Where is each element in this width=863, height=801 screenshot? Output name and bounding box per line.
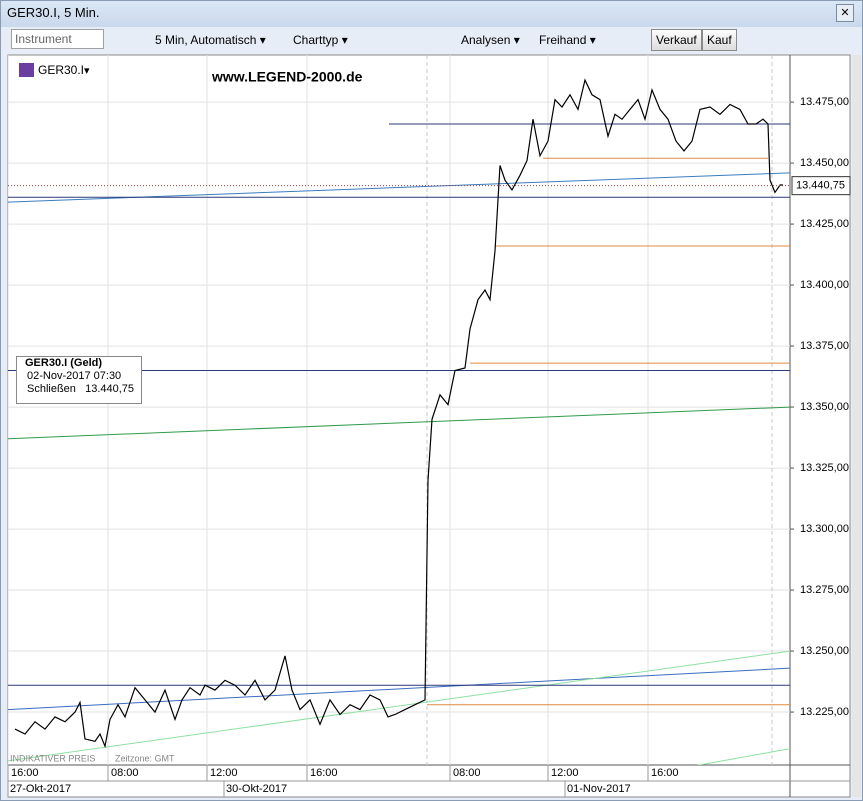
info-date: 02-Nov-2017 07:30 bbox=[27, 370, 122, 382]
analyses-label: Analysen bbox=[461, 33, 511, 47]
y-tick-label: 13.250,00 bbox=[800, 645, 849, 657]
x-tick-label: 16:00 bbox=[651, 767, 679, 779]
y-tick-label: 13.225,00 bbox=[800, 706, 849, 718]
watermark: www.LEGEND-2000.de bbox=[211, 69, 363, 85]
last-price-box bbox=[791, 176, 851, 196]
instrument-input[interactable]: Instrument bbox=[11, 29, 104, 49]
sell-button[interactable]: Verkauf bbox=[651, 29, 702, 51]
y-tick-label: 13.425,00 bbox=[800, 218, 849, 230]
toolbar: Instrument 5 Min, Automatisch ▾ Charttyp… bbox=[5, 28, 857, 52]
analyses-dropdown[interactable]: Analysen ▾ bbox=[461, 33, 520, 47]
y-tick-label: 13.350,00 bbox=[800, 401, 849, 413]
y-tick-label: 13.275,00 bbox=[800, 584, 849, 596]
y-tick-label: 13.300,00 bbox=[800, 523, 849, 535]
info-label: Schließen bbox=[27, 383, 76, 395]
date-tick-label: 01-Nov-2017 bbox=[567, 783, 631, 795]
y-tick-label: 13.450,00 bbox=[800, 157, 849, 169]
legend-entry: GER30.I bbox=[38, 63, 84, 77]
x-tick-label: 16:00 bbox=[310, 767, 338, 779]
freehand-dropdown[interactable]: Freihand ▾ bbox=[539, 33, 596, 47]
y-tick-label: 13.475,00 bbox=[800, 96, 849, 108]
interval-label: 5 Min, Automatisch bbox=[155, 33, 257, 47]
charttype-label: Charttyp bbox=[293, 33, 339, 47]
last-price-label: 13.440,75 bbox=[796, 180, 845, 192]
y-tick-label: 13.400,00 bbox=[800, 279, 849, 291]
price-line bbox=[14, 78, 783, 749]
close-button[interactable]: ✕ bbox=[836, 4, 854, 22]
interval-dropdown[interactable]: 5 Min, Automatisch ▾ bbox=[155, 33, 266, 47]
price-note: INDIKATIVER PREIS bbox=[10, 753, 95, 763]
freehand-label: Freihand bbox=[539, 33, 587, 47]
info-value: 13.440,75 bbox=[85, 383, 135, 395]
info-box: GER30.I (Geld) 02-Nov-2017 07:30 Schließ… bbox=[16, 356, 142, 404]
x-tick-label: 12:00 bbox=[210, 767, 238, 779]
timezone: Zeitzone: GMT bbox=[115, 753, 175, 763]
y-tick-label: 13.325,00 bbox=[800, 462, 849, 474]
info-title: GER30.I (Geld) bbox=[25, 357, 103, 369]
instrument-icon bbox=[19, 63, 34, 77]
x-tick-label: 08:00 bbox=[453, 767, 481, 779]
date-tick-label: 27-Okt-2017 bbox=[10, 783, 71, 795]
x-tick-label: 16:00 bbox=[11, 767, 39, 779]
charttype-dropdown[interactable]: Charttyp ▾ bbox=[293, 33, 348, 47]
trend-line bbox=[8, 650, 790, 762]
window-title: GER30.I, 5 Min. bbox=[7, 5, 100, 20]
x-tick-label: 12:00 bbox=[551, 767, 579, 779]
trend-line bbox=[696, 748, 790, 765]
scrollbar[interactable] bbox=[852, 55, 861, 797]
x-tick-label: 08:00 bbox=[111, 767, 139, 779]
chart-area bbox=[7, 54, 851, 798]
buy-button[interactable]: Kauf bbox=[702, 29, 737, 51]
trend-line bbox=[8, 406, 790, 440]
date-tick-label: 30-Okt-2017 bbox=[226, 783, 287, 795]
legend-dropdown[interactable]: ▾ bbox=[84, 65, 90, 77]
trend-line bbox=[8, 667, 790, 711]
y-tick-label: 13.375,00 bbox=[800, 340, 849, 352]
